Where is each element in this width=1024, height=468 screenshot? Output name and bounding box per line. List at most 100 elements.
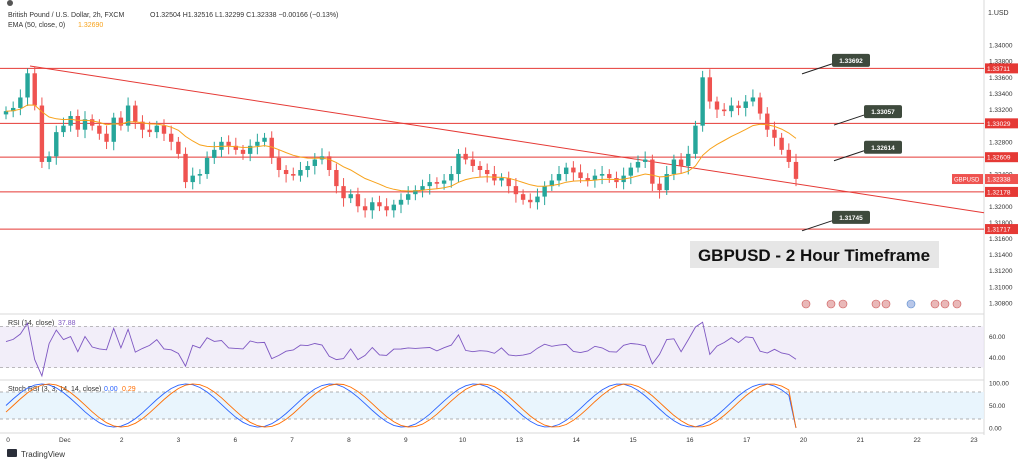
event-flag-icon[interactable] xyxy=(838,299,848,309)
candle-body xyxy=(420,186,425,191)
callout-label: 1.32614 xyxy=(871,145,895,152)
event-flag-icon[interactable] xyxy=(881,299,891,309)
level-price-label: 1.33711 xyxy=(987,66,1010,73)
candle-body xyxy=(255,141,260,146)
time-tick-label: 20 xyxy=(800,437,808,444)
level-price-tag xyxy=(985,118,1018,129)
candle-body xyxy=(147,129,152,133)
candle-body xyxy=(348,194,353,199)
event-flag-icon[interactable] xyxy=(952,299,962,309)
stoch-d-line xyxy=(5,383,797,428)
candle-body xyxy=(563,167,569,175)
candle-body xyxy=(312,159,318,166)
rsi-legend-value: 37.88 xyxy=(58,320,76,327)
rsi-tick-label: 60.00 xyxy=(989,334,1006,341)
candle-body xyxy=(700,77,705,126)
candle-body xyxy=(140,121,145,130)
event-flag-icon[interactable] xyxy=(906,299,916,309)
symbol-title: British Pound / U.S. Dollar, 2h, FXCM xyxy=(8,12,124,19)
candle-body xyxy=(305,165,310,170)
candle-body xyxy=(642,159,648,162)
time-tick-label: 0 xyxy=(6,437,10,444)
level-price-tag xyxy=(985,63,1018,74)
candle-body xyxy=(506,178,511,187)
candle-body xyxy=(750,97,756,102)
stoch-tick-label: 100.00 xyxy=(989,381,1009,388)
candle-body xyxy=(549,180,555,187)
candle-body xyxy=(772,129,777,138)
callout-leader-line xyxy=(833,150,865,162)
price-panel: 1.33711 1.33029 1.32609 1.32178 1.31717 1.33… xyxy=(0,53,1018,235)
candle-body xyxy=(513,186,519,195)
event-flag-icon[interactable] xyxy=(930,299,940,309)
candle-body xyxy=(355,194,361,207)
time-axis-ticks: 0 Dec 2 3 6 7 8 9 10 13 14 15 16 17 20 21 22 23 xyxy=(6,437,978,444)
event-flag-icon[interactable] xyxy=(940,299,950,309)
candle-body xyxy=(585,178,590,181)
price-tick-label: 1.31800 xyxy=(989,220,1013,227)
candle-body xyxy=(212,149,217,158)
candle-body xyxy=(233,145,239,150)
level-price-label: 1.32609 xyxy=(987,155,1011,162)
candle-body xyxy=(707,77,713,102)
time-tick-label: 17 xyxy=(743,437,751,444)
time-tick-label: 8 xyxy=(347,437,351,444)
event-flags[interactable] xyxy=(801,299,962,309)
candle-body xyxy=(477,165,483,170)
candle-body xyxy=(757,97,763,114)
stoch-k-line xyxy=(5,383,797,429)
stoch-legend-label: Stoch RSI (3, 3, 14, 14, close) xyxy=(8,386,101,393)
candle-body xyxy=(240,149,246,154)
rsi-panel: 60.00 40.00 xyxy=(0,321,1006,378)
level-price-tag xyxy=(985,186,1018,197)
time-tick-label: 6 xyxy=(233,437,237,444)
time-tick-label: 21 xyxy=(857,437,865,444)
ema-line-group xyxy=(5,104,797,192)
time-tick-label: 2 xyxy=(120,437,124,444)
current-price-tag xyxy=(985,174,1018,185)
candle-body xyxy=(528,199,533,203)
current-price-symbol-tag xyxy=(952,174,983,185)
rsi-band xyxy=(0,326,984,368)
candle-body xyxy=(370,202,375,211)
callout-box xyxy=(864,140,902,154)
descending-trendline xyxy=(29,65,985,214)
rsi-legend-label: RSI (14, close) xyxy=(8,320,54,327)
candle-body xyxy=(628,167,634,176)
candle-body xyxy=(89,119,95,126)
menu-dots-icon[interactable] xyxy=(7,0,13,6)
candle-body xyxy=(204,157,210,175)
candle-body xyxy=(413,190,418,195)
price-tick-label: 1.31200 xyxy=(989,268,1013,275)
stoch-band xyxy=(0,392,984,419)
price-tick-label: 1.33400 xyxy=(989,91,1013,98)
candle-body xyxy=(650,159,655,184)
candle-body xyxy=(441,180,447,184)
event-flag-icon[interactable] xyxy=(801,299,811,309)
event-flag-icon[interactable] xyxy=(826,299,836,309)
callouts: 1.33692 1.33057 1.32614 1.31745 xyxy=(801,53,902,232)
overlay-title-box xyxy=(690,241,939,268)
level-price-label: 1.31717 xyxy=(987,227,1011,234)
time-tick-label: 3 xyxy=(177,437,181,444)
candle-body xyxy=(334,170,339,187)
ema-legend-label: EMA (50, close, 0) xyxy=(8,22,65,29)
horizontal-levels: 1.33711 1.33029 1.32609 1.32178 1.31717 xyxy=(0,63,1018,235)
candle-body xyxy=(765,113,770,130)
candle-body xyxy=(362,206,368,211)
callout-leader-line xyxy=(801,63,833,75)
candle-body xyxy=(276,157,282,170)
callout-leader-line xyxy=(801,220,833,232)
candle-body xyxy=(686,153,691,166)
candle-body xyxy=(82,119,88,130)
callout-label: 1.33057 xyxy=(871,109,895,116)
candle-body xyxy=(3,111,9,115)
event-flag-icon[interactable] xyxy=(871,299,881,309)
ema-line xyxy=(5,104,797,192)
candle-body xyxy=(75,116,81,130)
candle-body xyxy=(262,137,267,142)
time-tick-label: 7 xyxy=(290,437,294,444)
candle-body xyxy=(657,183,662,191)
